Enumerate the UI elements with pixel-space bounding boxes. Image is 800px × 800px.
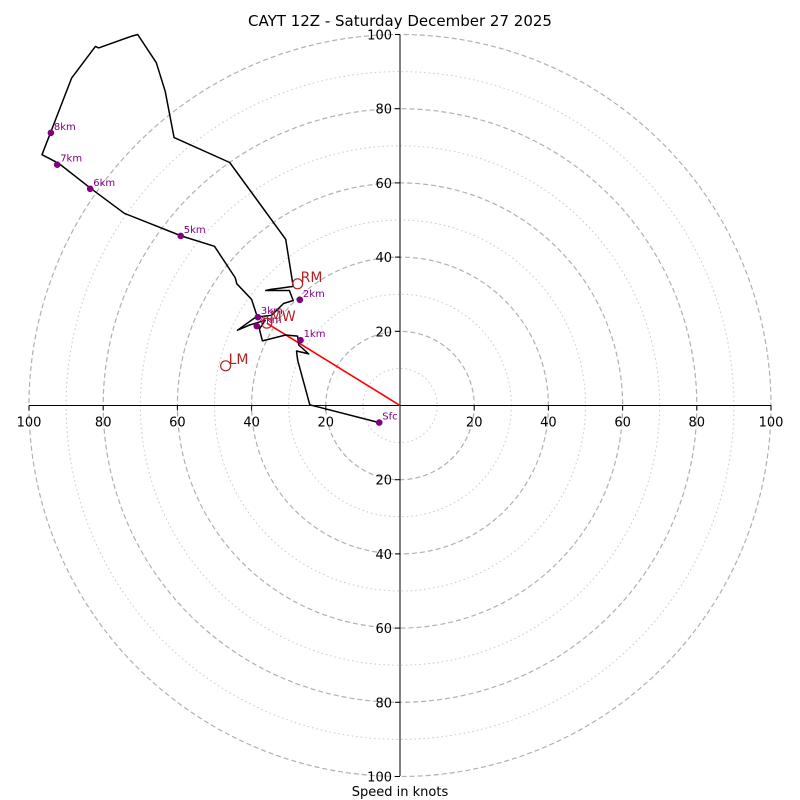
y-tick-label: 100 bbox=[367, 29, 392, 44]
wind-trace-line bbox=[41, 33, 380, 424]
height-marker-2km bbox=[296, 296, 304, 304]
height-label-5km: 5km bbox=[184, 225, 206, 236]
storm-motion-marker-rm bbox=[292, 278, 304, 290]
y-tick-label: 60 bbox=[375, 622, 392, 637]
x-tick-label: 100 bbox=[17, 416, 42, 431]
height-marker-4km bbox=[253, 322, 261, 330]
x-tick-label: 60 bbox=[169, 416, 186, 431]
height-marker-3km bbox=[254, 313, 262, 321]
x-tick-label: 80 bbox=[689, 416, 706, 431]
wind-trace-group bbox=[41, 33, 380, 424]
chart-title: CAYT 12Z - Saturday December 27 2025 bbox=[248, 12, 552, 30]
height-label-3km: 3km bbox=[261, 306, 283, 317]
height-marker-1km bbox=[297, 336, 304, 344]
height-label-2km: 2km bbox=[303, 289, 325, 300]
height-label-1km: 1km bbox=[304, 329, 326, 340]
height-label-sfc: Sfc bbox=[382, 412, 397, 423]
x-axis-label: Speed in knots bbox=[352, 785, 449, 800]
storm-motion-marker-mw bbox=[261, 317, 273, 329]
x-tick-label: 100 bbox=[759, 416, 784, 431]
height-marker-6km bbox=[86, 185, 94, 193]
height-label-8km: 8km bbox=[54, 122, 76, 133]
x-tick-label: 40 bbox=[243, 416, 260, 431]
y-tick-label: 60 bbox=[375, 177, 392, 192]
height-label-7km: 7km bbox=[60, 154, 82, 165]
x-tick-label: 20 bbox=[466, 416, 483, 431]
height-label-6km: 6km bbox=[93, 178, 115, 189]
x-tick-label: 40 bbox=[540, 416, 557, 431]
storm-motion-label-mw: MW bbox=[270, 309, 296, 325]
storm-motion-label-lm: LM bbox=[229, 352, 249, 368]
height-marker-5km bbox=[177, 232, 185, 240]
height-marker-sfc bbox=[375, 419, 383, 426]
y-tick-label: 80 bbox=[375, 696, 392, 711]
storm-motion-group: RM LM MW bbox=[220, 270, 323, 372]
height-marker-8km bbox=[47, 129, 55, 137]
x-tick-label: 80 bbox=[95, 416, 112, 431]
y-tick-label: 40 bbox=[375, 548, 392, 563]
y-tick-label: 100 bbox=[367, 771, 392, 786]
x-tick-label: 20 bbox=[318, 416, 335, 431]
y-tick-label: 80 bbox=[375, 103, 392, 118]
shear-vector-group bbox=[266, 322, 401, 407]
storm-motion-label-rm: RM bbox=[301, 270, 323, 286]
axis-ticks: 100 80 60 40 20 20 40 60 80 100 20 40 60 80 100 20 40 60 8… bbox=[17, 29, 784, 786]
storm-motion-marker-lm bbox=[220, 360, 232, 372]
y-tick-label: 20 bbox=[375, 325, 392, 340]
shear-vector bbox=[266, 322, 401, 407]
y-tick-label: 40 bbox=[375, 251, 392, 266]
height-marker-7km bbox=[53, 161, 61, 169]
x-tick-label: 60 bbox=[614, 416, 631, 431]
y-tick-label: 20 bbox=[375, 474, 392, 489]
